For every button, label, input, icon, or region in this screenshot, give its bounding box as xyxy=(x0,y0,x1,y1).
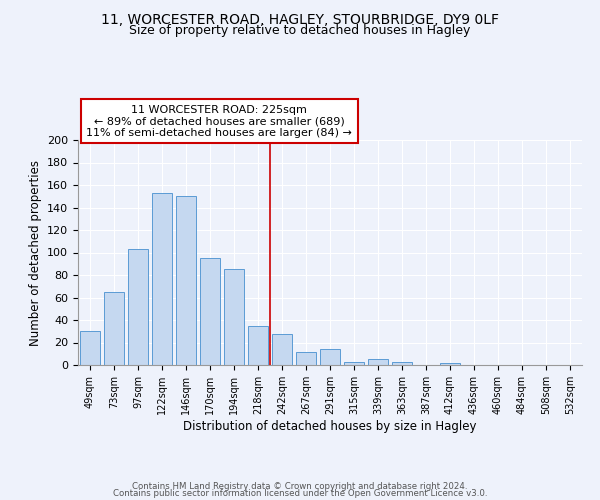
Bar xyxy=(104,292,124,365)
Bar xyxy=(152,193,172,365)
Bar xyxy=(344,362,364,365)
Text: 11 WORCESTER ROAD: 225sqm
← 89% of detached houses are smaller (689)
11% of semi: 11 WORCESTER ROAD: 225sqm ← 89% of detac… xyxy=(86,104,352,138)
Bar xyxy=(128,249,148,365)
Bar xyxy=(368,360,388,365)
Text: Contains public sector information licensed under the Open Government Licence v3: Contains public sector information licen… xyxy=(113,490,487,498)
Text: Contains HM Land Registry data © Crown copyright and database right 2024.: Contains HM Land Registry data © Crown c… xyxy=(132,482,468,491)
Bar xyxy=(248,326,268,365)
Bar xyxy=(296,352,316,365)
Bar xyxy=(80,331,100,365)
Bar xyxy=(320,349,340,365)
Bar xyxy=(176,196,196,365)
Y-axis label: Number of detached properties: Number of detached properties xyxy=(29,160,41,346)
Text: 11, WORCESTER ROAD, HAGLEY, STOURBRIDGE, DY9 0LF: 11, WORCESTER ROAD, HAGLEY, STOURBRIDGE,… xyxy=(101,12,499,26)
Bar xyxy=(440,363,460,365)
Text: Size of property relative to detached houses in Hagley: Size of property relative to detached ho… xyxy=(130,24,470,37)
X-axis label: Distribution of detached houses by size in Hagley: Distribution of detached houses by size … xyxy=(183,420,477,432)
Bar xyxy=(392,362,412,365)
Bar xyxy=(272,334,292,365)
Bar xyxy=(224,270,244,365)
Bar xyxy=(200,258,220,365)
